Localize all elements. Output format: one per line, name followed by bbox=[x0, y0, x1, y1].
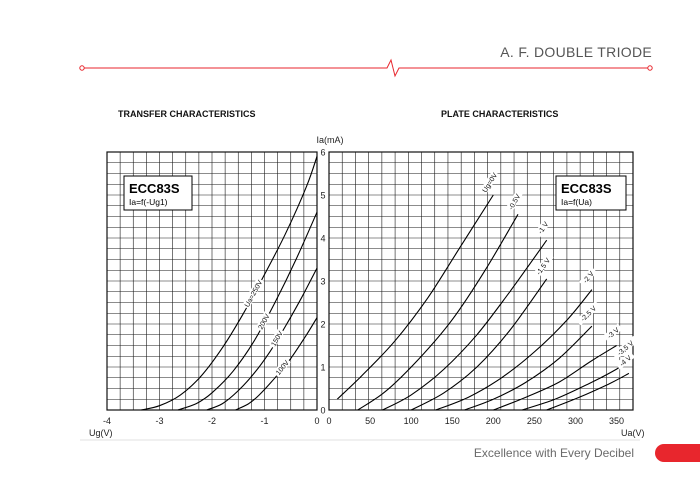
plate-curve-2 bbox=[382, 239, 548, 411]
transfer-curve-label-1-background bbox=[255, 310, 272, 332]
plate-curve-label-6-group: -3 V bbox=[602, 323, 623, 342]
plate-curve-label-1-group: -0.5V bbox=[504, 189, 524, 214]
transfer-tube-name: ECC83S bbox=[129, 181, 180, 196]
plate-x-tick-label: 100 bbox=[404, 416, 419, 426]
plate-curve-label-5-background bbox=[575, 300, 601, 326]
plate-curve-label-1: -0.5V bbox=[508, 193, 523, 211]
plate-x-tick-label: 350 bbox=[609, 416, 624, 426]
plate-x-tick-label: 200 bbox=[486, 416, 501, 426]
plate-x-tick-label: 150 bbox=[445, 416, 460, 426]
plate-curve-0 bbox=[336, 194, 494, 400]
footer-slogan: Excellence with Every Decibel bbox=[473, 446, 634, 460]
transfer-curve-label-0-background bbox=[242, 277, 264, 310]
footer-accent-tab bbox=[655, 444, 700, 462]
plate-curve-label-8-background bbox=[615, 351, 635, 370]
transfer-x-tick-label: -2 bbox=[208, 416, 216, 426]
plate-curve-label-0-group: Ug=0V bbox=[479, 170, 500, 195]
y-tick-label: 2 bbox=[320, 320, 325, 330]
plate-curve-label-3-background bbox=[531, 252, 554, 280]
transfer-x-axis-label: Ug(V) bbox=[89, 428, 113, 438]
transfer-curve-0 bbox=[140, 156, 318, 411]
plate-x-tick-label: 300 bbox=[568, 416, 583, 426]
transfer-curve-label-1-group: 200V bbox=[255, 310, 272, 332]
plate-curve-label-0-background bbox=[479, 170, 499, 195]
plate-x-tick-label: 50 bbox=[365, 416, 375, 426]
y-tick-label: 5 bbox=[320, 191, 325, 201]
plate-curve-label-2-group: -1 V bbox=[533, 217, 552, 238]
plate-curve-label-0: Ug=0V bbox=[482, 172, 500, 194]
transfer-x-tick-label: 0 bbox=[314, 416, 319, 426]
transfer-curve-label-2: 150V bbox=[270, 330, 285, 348]
plate-curve-8 bbox=[546, 372, 630, 411]
plate-curve-7 bbox=[521, 360, 630, 411]
plate-curve-3 bbox=[410, 278, 548, 411]
transfer-tube-box bbox=[123, 175, 193, 211]
plate-x-tick-label: 250 bbox=[527, 416, 542, 426]
transfer-curve-label-3-background bbox=[272, 357, 291, 378]
plate-curve-5 bbox=[464, 325, 593, 411]
y-tick-label: 6 bbox=[320, 148, 325, 158]
plate-x-axis-label: Ua(V) bbox=[621, 428, 645, 438]
y-tick-label: 0 bbox=[320, 406, 325, 416]
transfer-x-tick-label: -3 bbox=[155, 416, 163, 426]
plate-curve-label-2-background bbox=[533, 217, 552, 238]
plate-chart-title: PLATE CHARACTERISTICS bbox=[441, 109, 558, 119]
transfer-chart-title: TRANSFER CHARACTERISTICS bbox=[118, 109, 256, 119]
transfer-frame bbox=[106, 151, 318, 411]
y-axis-label: Ia(mA) bbox=[317, 135, 344, 145]
header-title: A. F. DOUBLE TRIODE bbox=[500, 44, 652, 60]
transfer-curve-label-2-background bbox=[268, 328, 285, 349]
y-tick-label: 3 bbox=[320, 277, 325, 287]
plate-curve-label-4-background bbox=[578, 266, 597, 287]
plate-tube-box bbox=[555, 175, 627, 211]
plate-curve-label-1-background bbox=[504, 189, 524, 214]
transfer-curve-1 bbox=[177, 211, 318, 411]
transfer-x-tick-label: -1 bbox=[260, 416, 268, 426]
plate-curve-label-6-background bbox=[602, 323, 623, 342]
plate-curve-label-7-background bbox=[612, 335, 639, 360]
plate-curve-1 bbox=[357, 214, 519, 411]
plate-curve-4 bbox=[435, 289, 593, 411]
transfer-curve-label-0-group: Ua=250V bbox=[242, 277, 264, 310]
header-rule bbox=[79, 58, 653, 78]
plate-frame bbox=[328, 151, 634, 411]
transfer-x-tick-label: -4 bbox=[103, 416, 111, 426]
y-tick-label: 4 bbox=[320, 234, 325, 244]
plate-tube-function: Ia=f(Ua) bbox=[561, 197, 592, 207]
plate-curve-6 bbox=[493, 345, 617, 411]
transfer-curve-label-1: 200V bbox=[258, 313, 272, 331]
transfer-curve-2 bbox=[206, 267, 318, 411]
plate-tube-name: ECC83S bbox=[561, 181, 612, 196]
y-tick-label: 1 bbox=[320, 363, 325, 373]
plate-x-tick-label: 0 bbox=[326, 416, 331, 426]
transfer-tube-function: Ia=f(-Ug1) bbox=[129, 197, 168, 207]
transfer-curve-label-2-group: 150V bbox=[268, 328, 285, 349]
transfer-curve-3 bbox=[235, 317, 318, 411]
